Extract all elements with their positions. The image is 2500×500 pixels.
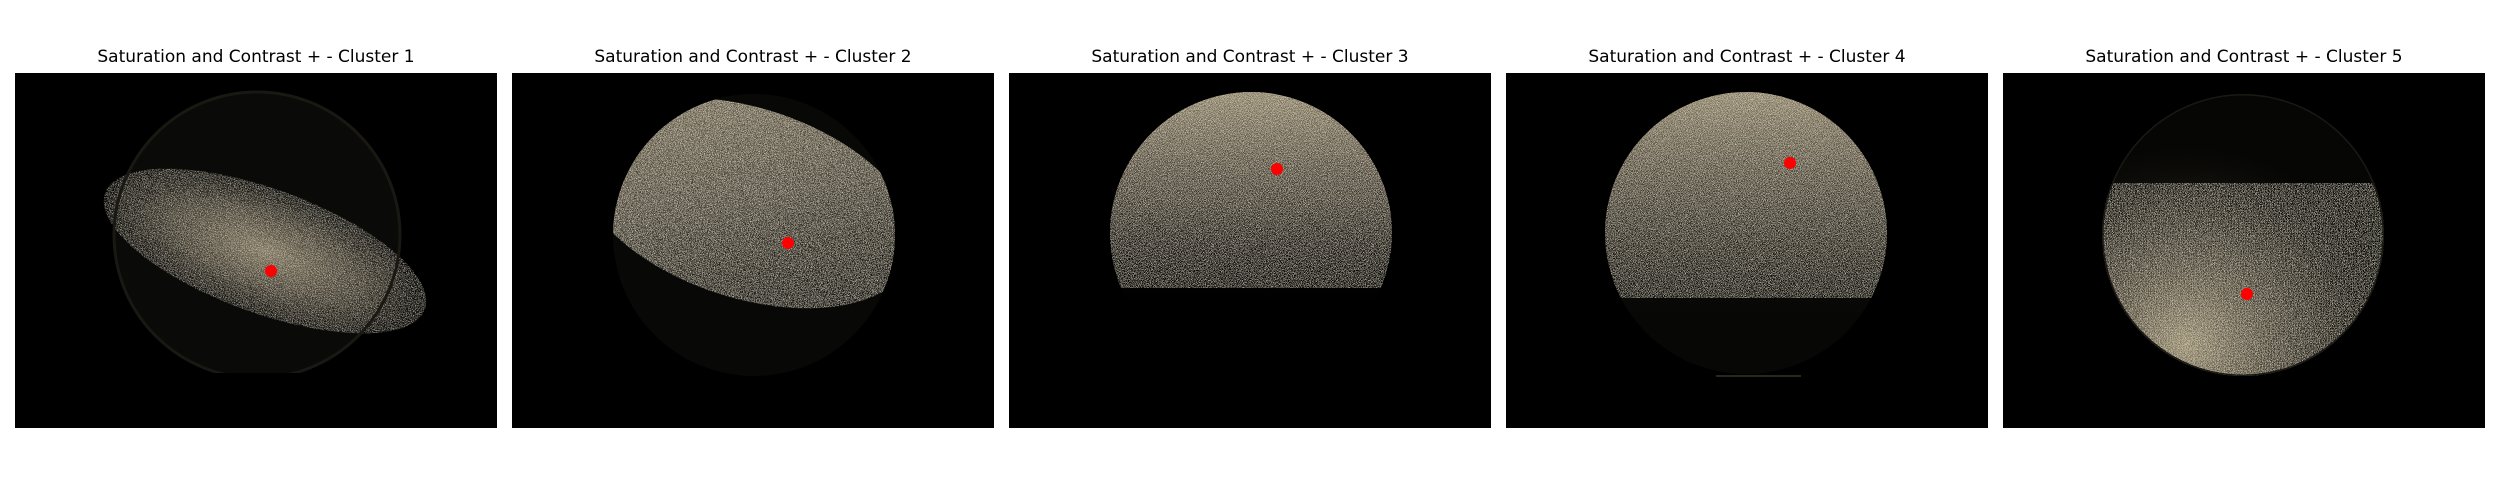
panel-title: Saturation and Contrast + - Cluster 1 bbox=[97, 47, 415, 67]
cluster-centroid-marker bbox=[1271, 163, 1283, 175]
panel-cluster-4: Saturation and Contrast + - Cluster 4 bbox=[1506, 46, 1988, 429]
cluster-image bbox=[15, 73, 497, 428]
panel-cluster-1: Saturation and Contrast + - Cluster 1 bbox=[15, 46, 497, 429]
cluster-image bbox=[512, 73, 994, 428]
cluster-centroid-marker bbox=[782, 237, 794, 249]
cluster-centroid-marker bbox=[2241, 288, 2253, 300]
panel-cluster-5: Saturation and Contrast + - Cluster 5 bbox=[2003, 46, 2485, 429]
cluster-image bbox=[1506, 73, 1988, 428]
panel-cluster-3: Saturation and Contrast + - Cluster 3 bbox=[1009, 46, 1491, 429]
panel-title: Saturation and Contrast + - Cluster 2 bbox=[594, 47, 912, 67]
cluster-centroid-marker bbox=[265, 265, 277, 277]
cluster-image bbox=[2003, 73, 2485, 428]
cluster-image bbox=[1009, 73, 1491, 428]
panel-title: Saturation and Contrast + - Cluster 4 bbox=[1588, 47, 1906, 67]
cluster-centroid-marker bbox=[1784, 157, 1796, 169]
panel-title: Saturation and Contrast + - Cluster 5 bbox=[2085, 47, 2403, 67]
panel-title: Saturation and Contrast + - Cluster 3 bbox=[1091, 47, 1409, 67]
panel-cluster-2: Saturation and Contrast + - Cluster 2 bbox=[512, 46, 994, 429]
